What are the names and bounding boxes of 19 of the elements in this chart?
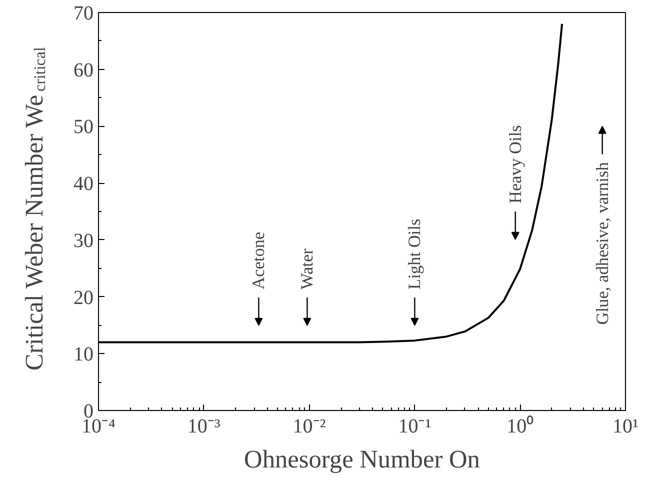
annotation: Water: [298, 248, 317, 290]
y-tick-label: 50: [74, 116, 94, 138]
x-tick-label: 10⁻²: [292, 416, 326, 438]
x-axis-title: Ohnesorge Number On: [244, 446, 480, 474]
annotation: Light Oils: [405, 218, 424, 290]
x-tick-label: 10⁻³: [187, 416, 220, 438]
x-tick-label: 10⁰: [506, 414, 534, 438]
y-tick-label: 40: [74, 173, 94, 196]
x-tick-label: 10⁻¹: [398, 416, 432, 438]
y-axis-title: Critical Weber Number Wecritical: [20, 46, 49, 370]
y-tick-label: 70: [74, 2, 94, 24]
annotation: Acetone: [249, 231, 268, 290]
x-tick-label: 10¹: [612, 416, 638, 438]
y-tick-label: 10: [74, 344, 94, 366]
annotation: Glue, adhesive, varnish: [592, 162, 612, 325]
y-tick-label: 20: [74, 286, 94, 309]
y-tick-label: 30: [74, 230, 94, 252]
y-tick-label: 60: [74, 59, 94, 82]
annotation: Heavy Oils: [506, 124, 525, 204]
